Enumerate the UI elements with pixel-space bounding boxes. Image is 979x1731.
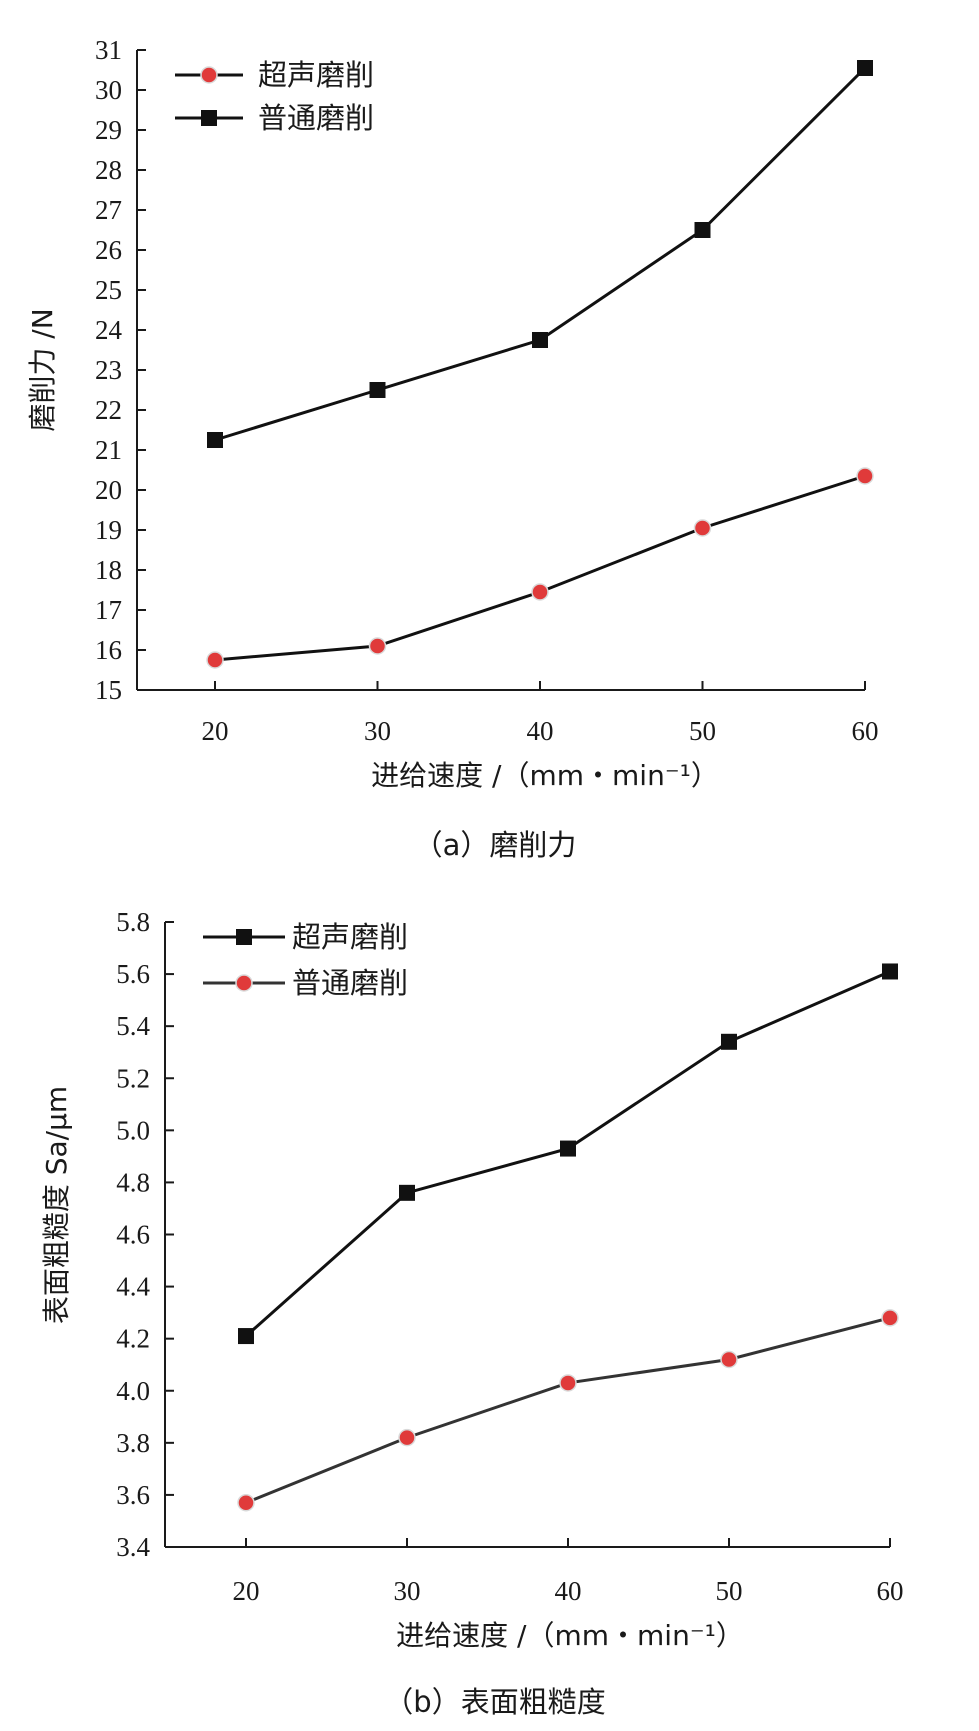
x-tick-label: 50 bbox=[716, 1576, 743, 1606]
data-point-square bbox=[560, 1140, 576, 1157]
data-point-square bbox=[369, 382, 386, 398]
data-point-circle bbox=[856, 467, 874, 485]
legend-label: 普通磨削 bbox=[258, 101, 374, 135]
data-point-circle bbox=[559, 1374, 577, 1392]
y-tick-label: 21 bbox=[95, 435, 122, 465]
data-point-circle bbox=[398, 1428, 416, 1447]
data-point-circle bbox=[237, 1493, 255, 1512]
y-tick-label: 18 bbox=[95, 555, 122, 585]
data-point-circle bbox=[368, 637, 387, 655]
figure-caption: （a）磨削力 bbox=[414, 828, 577, 862]
y-tick-label: 27 bbox=[95, 195, 122, 225]
data-point-square bbox=[207, 432, 223, 448]
data-point-square bbox=[694, 222, 711, 238]
legend-marker-circle bbox=[200, 66, 218, 84]
y-tick-label: 29 bbox=[95, 115, 122, 145]
y-tick-label: 24 bbox=[95, 315, 123, 345]
y-tick-label: 17 bbox=[95, 595, 122, 625]
legend-label: 超声磨削 bbox=[292, 920, 408, 954]
y-tick-label: 19 bbox=[95, 515, 122, 545]
x-tick-label: 60 bbox=[877, 1576, 904, 1606]
y-tick-label: 3.6 bbox=[116, 1480, 150, 1510]
y-tick-label: 16 bbox=[95, 635, 122, 665]
y-tick-label: 5.4 bbox=[116, 1011, 150, 1041]
series-line-0 bbox=[214, 474, 866, 662]
x-tick-label: 50 bbox=[689, 716, 716, 746]
legend-label: 普通磨削 bbox=[292, 966, 408, 1000]
y-tick-label: 4.6 bbox=[116, 1220, 150, 1250]
x-axis-title: 进给速度 /（mm・min⁻¹） bbox=[371, 759, 719, 792]
x-tick-label: 20 bbox=[202, 716, 229, 746]
y-tick-label: 4.8 bbox=[116, 1167, 150, 1197]
y-tick-label: 4.4 bbox=[116, 1272, 150, 1302]
x-tick-label: 40 bbox=[527, 716, 554, 746]
x-tick-label: 60 bbox=[852, 716, 879, 746]
data-point-circle bbox=[693, 519, 712, 537]
y-tick-label: 20 bbox=[95, 475, 122, 505]
legend-label: 超声磨削 bbox=[258, 58, 374, 92]
data-point-square bbox=[857, 60, 873, 76]
y-tick-label: 5.2 bbox=[116, 1063, 150, 1093]
series-line-1 bbox=[245, 1316, 891, 1505]
data-point-circle bbox=[881, 1309, 899, 1327]
x-axis-title: 进给速度 /（mm・min⁻¹） bbox=[396, 1619, 744, 1652]
data-point-square bbox=[721, 1033, 737, 1050]
data-point-square bbox=[238, 1328, 254, 1345]
figure-caption: （b）表面粗糙度 bbox=[384, 1685, 605, 1719]
y-tick-label: 23 bbox=[95, 355, 122, 385]
x-tick-label: 30 bbox=[364, 716, 391, 746]
y-tick-label: 15 bbox=[95, 675, 122, 705]
y-tick-label: 5.6 bbox=[116, 959, 150, 989]
legend-marker-square bbox=[236, 929, 252, 945]
y-tick-label: 31 bbox=[95, 35, 122, 65]
legend-marker-circle bbox=[235, 974, 253, 992]
y-tick-label: 26 bbox=[95, 235, 122, 265]
data-point-circle bbox=[206, 651, 224, 669]
x-tick-label: 40 bbox=[555, 1576, 582, 1606]
y-tick-label: 3.8 bbox=[116, 1428, 150, 1458]
y-tick-label: 4.0 bbox=[116, 1376, 150, 1406]
y-tick-label: 22 bbox=[95, 395, 122, 425]
y-tick-label: 28 bbox=[95, 155, 122, 185]
grinding-force-chart: 15 16 17 18 19 20 21 22 23 24 25 26 27 28 29 30 31 20 30 40… bbox=[26, 35, 879, 862]
y-tick-label: 3.4 bbox=[116, 1532, 150, 1562]
surface-roughness-chart: 3.4 3.6 3.8 4.0 4.2 4.4 4.6 4.8 5.0 5.2 5.4 5.6 5.8 2… bbox=[40, 907, 904, 1719]
data-point-square bbox=[882, 963, 898, 980]
x-tick-label: 30 bbox=[394, 1576, 421, 1606]
data-point-square bbox=[532, 332, 548, 348]
y-tick-label: 5.0 bbox=[116, 1115, 150, 1145]
x-tick-label: 20 bbox=[233, 1576, 260, 1606]
y-tick-label: 5.8 bbox=[116, 907, 150, 937]
data-point-circle bbox=[720, 1350, 738, 1369]
data-point-square bbox=[399, 1184, 415, 1201]
y-axis-title: 磨削力 /N bbox=[26, 308, 59, 431]
legend-marker-square bbox=[201, 110, 217, 126]
y-axis-title: 表面粗糙度 Sa/μm bbox=[40, 1086, 73, 1324]
y-tick-label: 25 bbox=[95, 275, 122, 305]
y-tick-label: 4.2 bbox=[116, 1324, 150, 1354]
data-point-circle bbox=[531, 583, 549, 601]
y-tick-label: 30 bbox=[95, 75, 122, 105]
